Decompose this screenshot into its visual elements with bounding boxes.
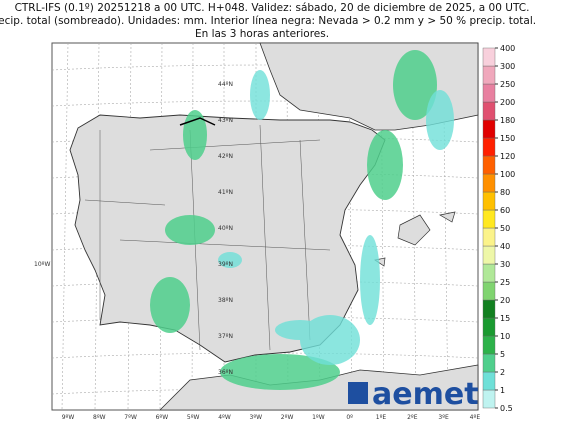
colorbar-segment xyxy=(482,83,496,103)
colorbar-segment xyxy=(482,317,496,337)
colorbar-segment xyxy=(482,281,496,301)
lat-label: 37ºN xyxy=(218,333,233,340)
colorbar-label: 100 xyxy=(500,170,515,179)
map-panel xyxy=(51,42,479,411)
logo: aemet xyxy=(348,377,479,412)
lat-label: 38ºN xyxy=(218,297,233,304)
colorbar-label: 200 xyxy=(500,98,515,107)
title-line: CTRL-IFS (0.1º) 20251218 a 00 UTC. H+048… xyxy=(15,2,530,14)
lat-label: 40ºN xyxy=(218,225,233,232)
logo-text: aemet xyxy=(372,377,479,412)
lat-label: 42ºN xyxy=(218,153,233,160)
lon-label: 3ºE xyxy=(438,414,449,421)
lon-label: 4ºE xyxy=(470,414,481,421)
colorbar-label: 2 xyxy=(500,368,505,377)
colorbar-segment xyxy=(482,227,496,247)
colorbar-segment xyxy=(482,299,496,319)
lon-label: 3ºW xyxy=(250,414,263,421)
colorbar-label: 15 xyxy=(500,314,510,323)
colorbar-label: 5 xyxy=(500,350,505,359)
lon-label: 0º xyxy=(346,414,353,421)
colorbar-segment xyxy=(482,65,496,85)
colorbar-segment xyxy=(482,371,496,391)
colorbar-segment xyxy=(482,119,496,139)
lon-label: 6ºW xyxy=(156,414,169,421)
colorbar-segment xyxy=(482,389,496,409)
colorbar-segment xyxy=(482,101,496,121)
side-label: 10ºW xyxy=(34,261,50,268)
colorbar-label: 50 xyxy=(500,224,510,233)
colorbar-label: 30 xyxy=(500,260,510,269)
lon-label: 8ºW xyxy=(93,414,106,421)
lon-label: 1ºE xyxy=(376,414,387,421)
colorbar-label: 80 xyxy=(500,188,510,197)
lon-label: 5ºW xyxy=(187,414,200,421)
colorbar-label: 25 xyxy=(500,278,510,287)
lat-label: 41ºN xyxy=(218,189,233,196)
colorbar-segment xyxy=(482,191,496,211)
colorbar-label: 60 xyxy=(500,206,510,215)
lat-label: 44ºN xyxy=(218,81,233,88)
colorbar-label: 1 xyxy=(500,386,505,395)
colorbar-label: 180 xyxy=(500,116,515,125)
lon-label: 9ºW xyxy=(62,414,75,421)
colorbar-label: 20 xyxy=(500,296,510,305)
colorbar-segment xyxy=(482,137,496,157)
lon-label: 1ºW xyxy=(312,414,325,421)
colorbar-label: 120 xyxy=(500,152,515,161)
colorbar-label: 400 xyxy=(500,44,515,53)
colorbar-label: 40 xyxy=(500,242,510,251)
colorbar-segment xyxy=(482,245,496,265)
lon-label: 4ºW xyxy=(218,414,231,421)
colorbar-segment xyxy=(482,353,496,373)
colorbar-segment xyxy=(482,47,496,67)
colorbar-label: 250 xyxy=(500,80,515,89)
colorbar-segment xyxy=(482,263,496,283)
colorbar-label: 150 xyxy=(500,134,515,143)
colorbar-label: 300 xyxy=(500,62,515,71)
title-line: En las 3 horas anteriores. xyxy=(195,28,329,40)
lon-label: 2ºW xyxy=(281,414,294,421)
colorbar-label: 0.5 xyxy=(500,404,513,413)
colorbar-label: 10 xyxy=(500,332,510,341)
colorbar-segment xyxy=(482,209,496,229)
colorbar-segment xyxy=(482,335,496,355)
lat-label: 43ºN xyxy=(218,117,233,124)
colorbar-segment xyxy=(482,173,496,193)
lon-label: 7ºW xyxy=(124,414,137,421)
colorbar-segment xyxy=(482,155,496,175)
lat-label: 36ºN xyxy=(218,369,233,376)
title-line: Precip. total (sombreado). Unidades: mm.… xyxy=(0,15,536,27)
lon-label: 2ºE xyxy=(407,414,418,421)
lat-label: 39ºN xyxy=(218,261,233,268)
